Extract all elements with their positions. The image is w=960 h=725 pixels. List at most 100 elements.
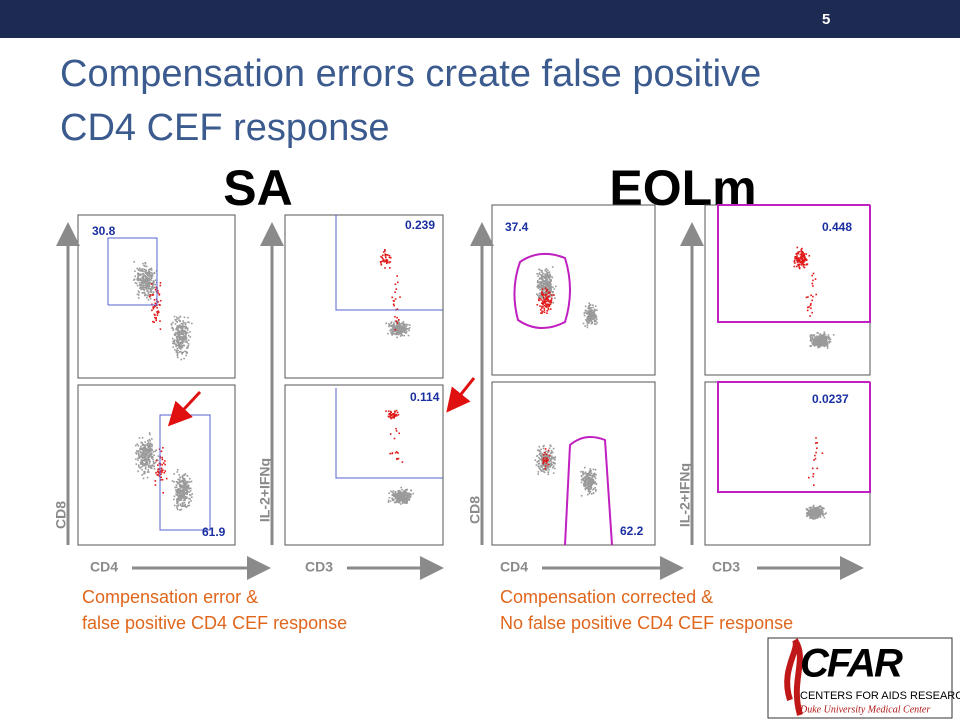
dot <box>584 466 586 469</box>
dot <box>387 254 389 256</box>
dot <box>816 509 818 511</box>
dot <box>149 439 151 442</box>
dot <box>541 302 543 304</box>
caption: Compensation corrected & <box>500 587 713 607</box>
dot <box>143 472 145 475</box>
dot <box>542 458 544 461</box>
dot <box>587 483 590 485</box>
dot <box>187 321 189 323</box>
dot <box>585 478 587 480</box>
dot <box>152 307 155 310</box>
dot <box>152 294 155 296</box>
dot <box>138 291 140 294</box>
dot <box>175 490 178 492</box>
dot <box>817 332 819 334</box>
dot <box>148 279 151 282</box>
dot <box>151 445 153 448</box>
dot <box>824 338 827 341</box>
dot <box>549 308 552 310</box>
dot <box>188 504 191 507</box>
dot <box>389 433 392 435</box>
dot <box>541 461 543 463</box>
dot <box>543 309 546 311</box>
dot <box>542 291 545 294</box>
dot <box>381 256 383 259</box>
dot <box>826 347 829 349</box>
dot <box>144 448 146 451</box>
dot <box>183 502 186 504</box>
dot <box>177 349 179 352</box>
dot <box>154 484 157 486</box>
dot <box>178 474 180 476</box>
dot <box>144 452 147 454</box>
dot <box>404 501 406 503</box>
dot <box>545 450 547 453</box>
dot <box>398 432 400 435</box>
dot <box>140 288 142 291</box>
dot <box>137 294 140 296</box>
dot <box>808 513 811 516</box>
dot <box>182 490 185 493</box>
dot <box>794 257 796 260</box>
dot <box>821 338 824 341</box>
dot <box>389 324 392 327</box>
dot <box>549 301 551 303</box>
dot <box>795 257 798 260</box>
dot <box>171 480 174 482</box>
dot <box>178 499 181 501</box>
dot <box>813 334 816 336</box>
dot <box>181 325 184 328</box>
dot <box>541 285 544 287</box>
dot <box>825 337 827 339</box>
axis-arrows <box>56 222 864 580</box>
dot <box>176 482 179 485</box>
dot <box>826 344 828 346</box>
dot <box>183 474 186 476</box>
dot <box>176 341 179 344</box>
dot <box>813 517 816 519</box>
dot <box>586 479 588 481</box>
dot <box>385 256 387 259</box>
dot <box>145 276 148 278</box>
dot <box>549 283 551 285</box>
dot <box>547 463 550 466</box>
dot <box>163 472 166 474</box>
dot <box>144 456 146 459</box>
dot <box>146 271 148 274</box>
dot <box>539 454 542 457</box>
dot <box>808 306 810 308</box>
dot <box>827 338 830 340</box>
dot <box>812 475 814 478</box>
dot <box>583 314 586 317</box>
dot <box>807 513 809 515</box>
dot <box>543 297 546 300</box>
dot <box>592 306 594 309</box>
dot <box>553 458 556 461</box>
dot <box>407 492 410 495</box>
dot <box>405 323 407 326</box>
dot <box>398 328 401 331</box>
dot <box>588 310 590 312</box>
dot <box>583 312 585 315</box>
dot <box>380 262 382 264</box>
dot <box>189 489 192 492</box>
dot <box>385 410 387 412</box>
dot <box>396 451 398 453</box>
dot <box>135 453 138 455</box>
dot <box>147 292 150 294</box>
dot <box>824 340 826 343</box>
dot <box>593 308 596 311</box>
dot <box>815 510 817 513</box>
dot <box>158 294 161 296</box>
dot <box>395 288 398 290</box>
dot <box>151 277 153 279</box>
dot <box>135 463 138 465</box>
dot <box>153 454 155 456</box>
dot <box>808 476 810 479</box>
dot <box>546 272 548 274</box>
dot <box>392 300 395 302</box>
dot <box>397 326 399 328</box>
dot <box>589 484 591 487</box>
dot <box>795 256 798 258</box>
dot <box>398 325 401 327</box>
